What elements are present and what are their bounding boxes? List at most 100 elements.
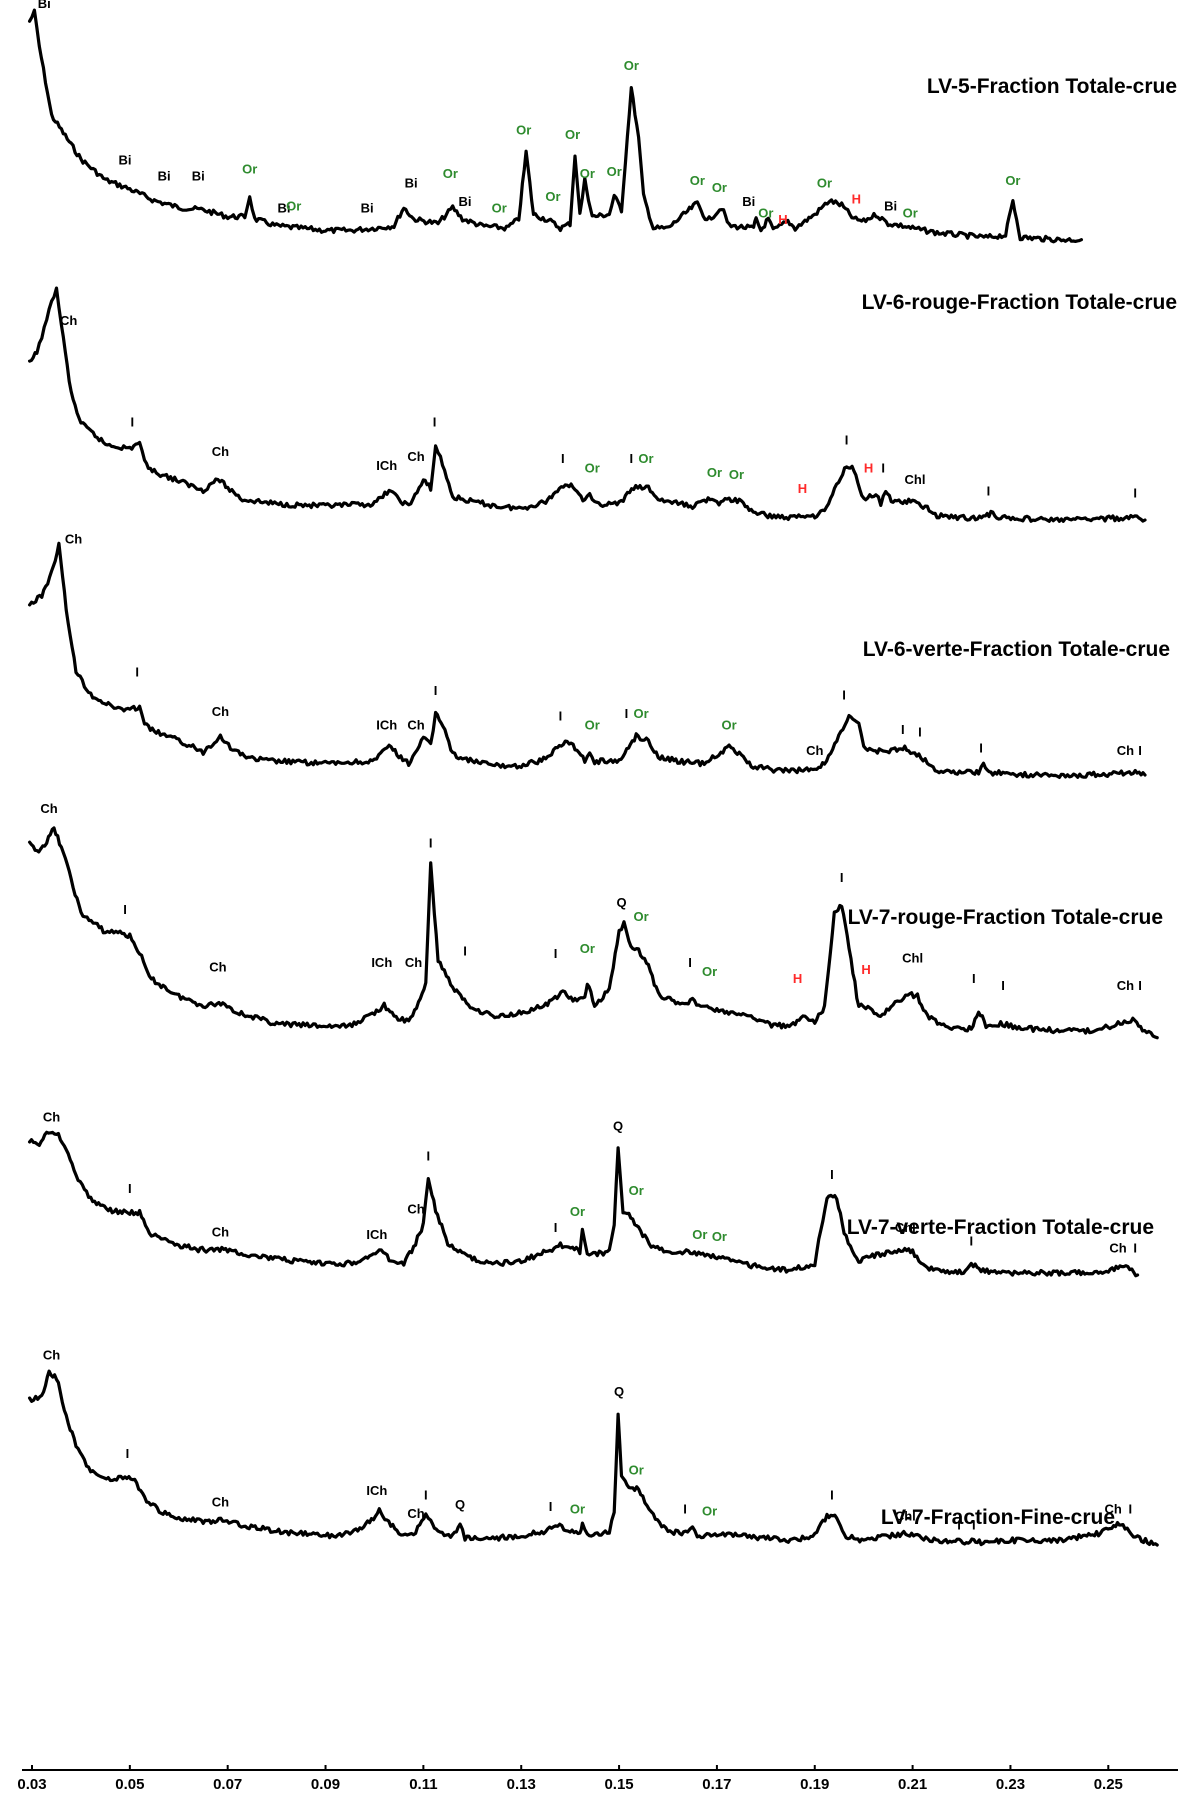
trace-line xyxy=(28,286,1147,523)
x-tick-label: 0.17 xyxy=(702,1776,731,1793)
x-tick-label: 0.23 xyxy=(996,1776,1025,1793)
peak-label: Or xyxy=(516,123,531,138)
panel-title: LV-7-verte-Fraction Totale-crue xyxy=(847,1216,1154,1239)
peak-label: Or xyxy=(729,467,744,482)
peak-label: Or xyxy=(565,127,580,142)
peak-label: Ch xyxy=(405,955,422,970)
peak-label: Bi xyxy=(38,0,51,11)
x-tick-label: 0.19 xyxy=(800,1776,829,1793)
peak-label: Ch xyxy=(43,1347,60,1362)
peak-label: Or xyxy=(712,180,727,195)
peak-label: I xyxy=(123,902,127,917)
peak-label: Q xyxy=(614,1384,624,1399)
peak-label: Ch xyxy=(1105,1501,1122,1516)
peak-label: Or xyxy=(580,166,595,181)
peak-label: Ch xyxy=(212,444,229,459)
peak-label: Or xyxy=(607,164,622,179)
peak-label: I xyxy=(130,414,134,429)
panel-title: LV-6-rouge-Fraction Totale-crue xyxy=(862,291,1177,314)
peak-label: Or xyxy=(629,1183,644,1198)
peak-label: Bi xyxy=(742,194,755,209)
peak-label: Or xyxy=(286,198,301,213)
peak-label: Ch xyxy=(60,313,77,328)
peak-label: Or xyxy=(702,964,717,979)
peak-label: Or xyxy=(722,718,737,733)
peak-label: Or xyxy=(580,941,595,956)
x-tick-label: 0.21 xyxy=(898,1776,927,1793)
peak-label: Chl xyxy=(902,950,923,965)
peak-label: H xyxy=(798,481,807,496)
peak-label: Or xyxy=(629,1462,644,1477)
peak-label: Or xyxy=(758,205,773,220)
peak-label: Chl xyxy=(895,1508,916,1523)
peak-label: I xyxy=(1138,743,1142,758)
peak-label: Or xyxy=(545,189,560,204)
peak-label: Or xyxy=(707,465,722,480)
panel-4: LV-7-rouge-Fraction Totale-crue Ch I Ch I Ch C… xyxy=(28,801,1163,1040)
peak-label: Or xyxy=(634,706,649,721)
peak-label: I xyxy=(1133,486,1137,501)
trace-line xyxy=(28,1369,1159,1547)
trace-line xyxy=(28,541,1147,779)
peak-label: Bi xyxy=(459,194,472,209)
peak-label: Bi xyxy=(158,169,171,184)
peak-label: Bi xyxy=(119,152,132,167)
peak-label: I xyxy=(625,706,629,721)
trace-line xyxy=(28,8,1083,244)
peak-label: Or xyxy=(692,1227,707,1242)
panel-title: LV-7-rouge-Fraction Totale-crue xyxy=(848,906,1163,929)
peak-label: I xyxy=(554,946,558,961)
panel-title: LV-5-Fraction Totale-crue xyxy=(927,75,1177,98)
peak-label: I xyxy=(1138,978,1142,993)
peak-label: I xyxy=(424,1488,428,1503)
peak-label: Ch xyxy=(407,718,424,733)
peak-label: Ch xyxy=(209,960,226,975)
peak-label: I xyxy=(881,460,885,475)
peak-label: Or xyxy=(1005,173,1020,188)
peak-label: Ch xyxy=(407,1506,424,1521)
peak-label: Q xyxy=(455,1497,465,1512)
peak-label: Or xyxy=(903,205,918,220)
peak-label: I xyxy=(128,1181,132,1196)
x-tick-label: 0.25 xyxy=(1094,1776,1123,1793)
panel-title: LV-7-Fraction-Fine-crue xyxy=(881,1506,1115,1529)
peak-label: I xyxy=(969,1234,973,1249)
peak-label: I xyxy=(549,1499,553,1514)
peak-label: Or xyxy=(690,173,705,188)
peak-label: I xyxy=(972,1518,976,1533)
peak-label: I xyxy=(840,870,844,885)
peak-label: I xyxy=(830,1167,834,1182)
trace-line xyxy=(28,1130,1140,1278)
peak-label: I xyxy=(683,1501,687,1516)
peak-label: H xyxy=(861,962,870,977)
peak-label: I xyxy=(429,835,433,850)
peak-label: I xyxy=(987,483,991,498)
peak-label: I xyxy=(135,665,139,680)
peak-label: ICh xyxy=(376,458,397,473)
peak-label: Or xyxy=(712,1229,727,1244)
peak-label: I xyxy=(842,688,846,703)
peak-label: Ch xyxy=(212,1225,229,1240)
panel-2: LV-6-rouge-Fraction Totale-crueChIChIChC… xyxy=(28,286,1177,523)
peak-label: Ch xyxy=(40,801,57,816)
peak-label: I xyxy=(629,451,633,466)
peak-label: Ch xyxy=(43,1110,60,1125)
x-axis: 0.03 0.05 0.07 0.09 0.11 0.13 0.15 0.17 0.19 0.21… xyxy=(17,1765,1178,1793)
peak-label: I xyxy=(979,741,983,756)
peak-label: I xyxy=(1133,1241,1137,1256)
peak-label: Ch xyxy=(806,743,823,758)
peak-label: Ch xyxy=(1109,1241,1126,1256)
peak-label: I xyxy=(554,1220,558,1235)
peak-label: ICh xyxy=(366,1227,387,1242)
peak-label: I xyxy=(126,1446,130,1461)
x-tick-label: 0.15 xyxy=(604,1776,633,1793)
peak-label: Ch xyxy=(407,449,424,464)
x-tick-label: 0.11 xyxy=(409,1776,437,1793)
peak-label: Ch xyxy=(1117,743,1134,758)
peak-label: Or xyxy=(443,166,458,181)
x-tick-label: 0.13 xyxy=(507,1776,536,1793)
peak-label: Or xyxy=(634,909,649,924)
